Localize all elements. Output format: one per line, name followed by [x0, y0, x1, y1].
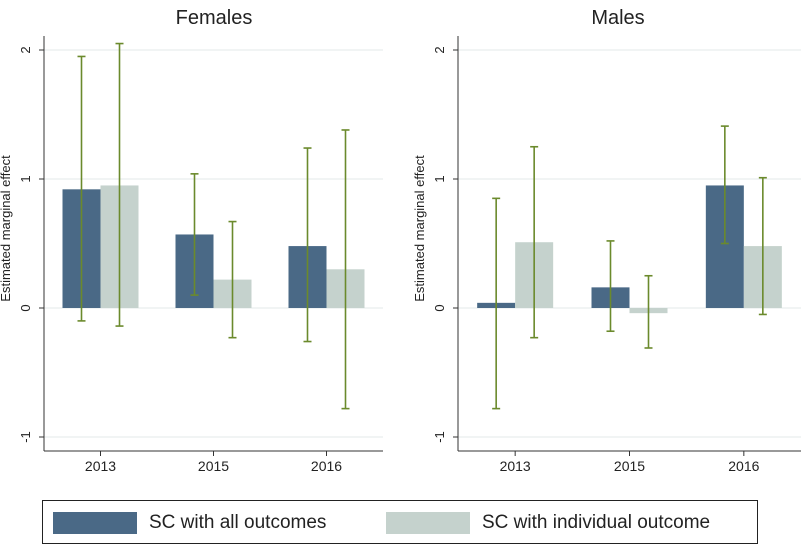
panel-2-plot-area: [458, 36, 801, 451]
panel-1-x-tick-label: 2015: [198, 458, 229, 474]
panel-2-y-axis-label: Estimated marginal effect: [412, 155, 427, 302]
panel-2-y-tick-label: -1: [432, 431, 447, 443]
panel-1-title: Females: [176, 7, 253, 29]
panel-2-x-tick-label: 2013: [500, 458, 531, 474]
legend-label-all-outcomes: SC with all outcomes: [149, 512, 327, 533]
legend-swatch-all-outcomes: [53, 512, 137, 534]
panel-1-y-tick-label: 2: [18, 46, 33, 53]
panel-2-y-tick-label: 2: [432, 46, 447, 53]
panel-1-y-tick-label: -1: [18, 431, 33, 443]
legend-label-individual-outcome: SC with individual outcome: [482, 512, 711, 533]
legend-item-all-outcomes: SC with all outcomes: [53, 512, 326, 534]
panel-2-x-tick-label: 2015: [614, 458, 645, 474]
panel-2-y-tick-label: 0: [432, 304, 447, 311]
panel-2-y-tick-label: 1: [432, 175, 447, 182]
panel-1-y-axis-label: Estimated marginal effect: [0, 155, 13, 302]
panel-2-title: Males: [591, 7, 644, 29]
legend-item-individual-outcome: SC with individual outcome: [386, 512, 710, 534]
panel-1-y-tick-label: 1: [18, 175, 33, 182]
legend: SC with all outcomes SC with individual …: [42, 500, 758, 544]
panel-2-x-tick-label: 2016: [728, 458, 759, 474]
panel-1-x-tick-label: 2013: [85, 458, 116, 474]
panel-1-y-tick-label: 0: [18, 304, 33, 311]
panel-1-x-tick-label: 2016: [311, 458, 342, 474]
legend-swatch-individual-outcome: [386, 512, 470, 534]
